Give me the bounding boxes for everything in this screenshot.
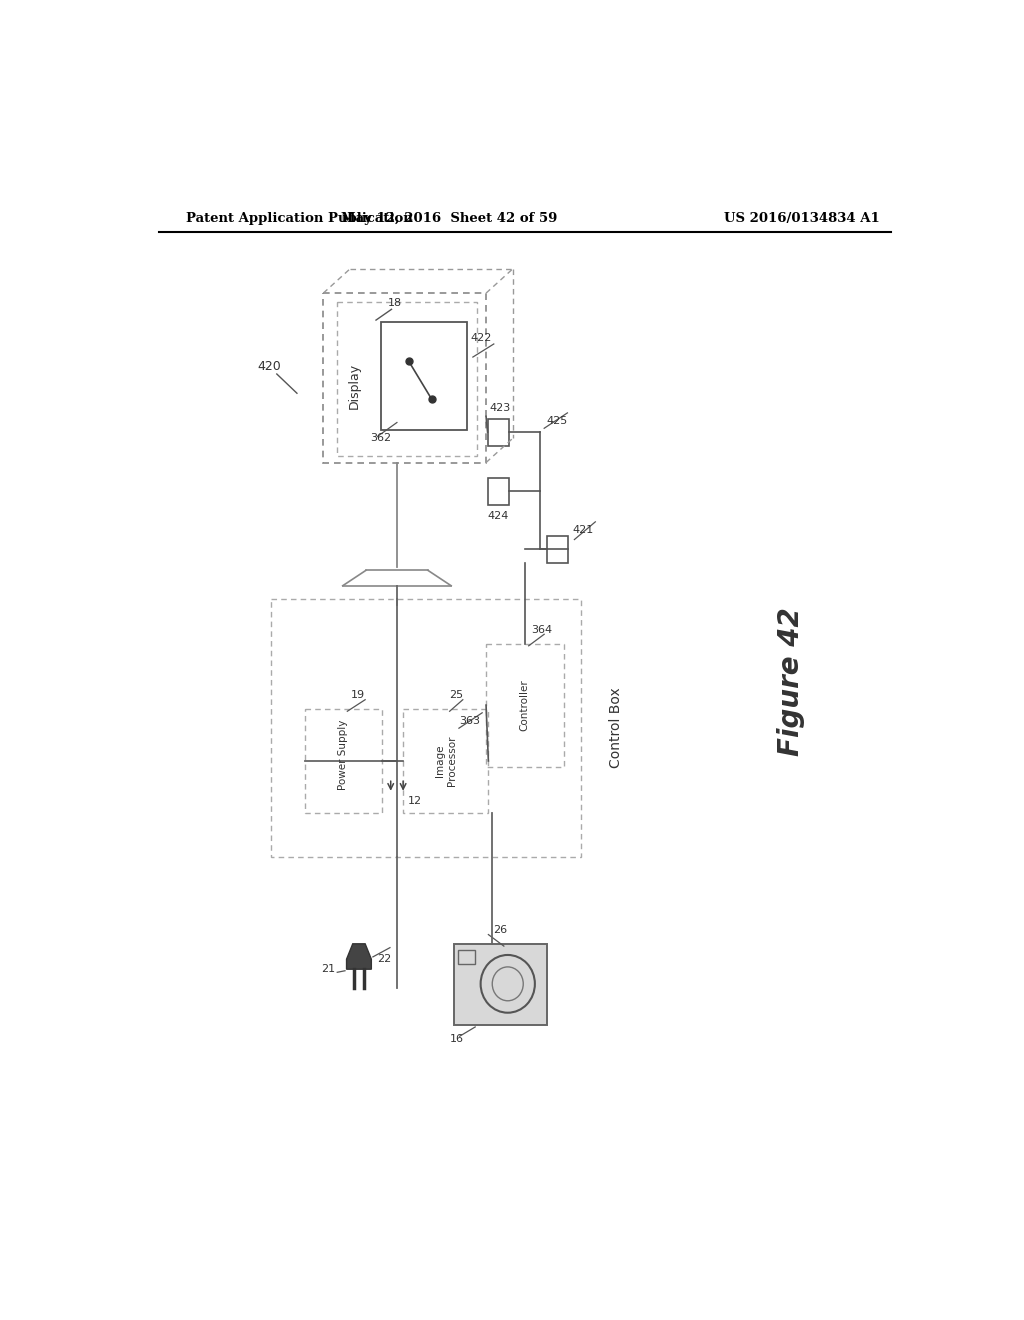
- Bar: [454, 944, 547, 1024]
- Text: 12: 12: [408, 796, 422, 807]
- Bar: [486, 644, 563, 767]
- Text: 424: 424: [487, 511, 509, 520]
- Text: 22: 22: [378, 954, 392, 964]
- Text: 21: 21: [322, 964, 336, 974]
- Text: May 12, 2016  Sheet 42 of 59: May 12, 2016 Sheet 42 of 59: [341, 213, 558, 224]
- Text: 420: 420: [257, 360, 281, 372]
- Text: Power Supply: Power Supply: [339, 719, 348, 789]
- Bar: [547, 536, 568, 562]
- Text: 18: 18: [388, 298, 401, 308]
- Text: Image
Processor: Image Processor: [435, 735, 457, 787]
- Text: 422: 422: [471, 333, 492, 343]
- Text: US 2016/0134834 A1: US 2016/0134834 A1: [724, 213, 880, 224]
- Text: 421: 421: [572, 524, 593, 535]
- Text: Patent Application Publication: Patent Application Publication: [186, 213, 413, 224]
- Text: 26: 26: [493, 925, 507, 935]
- Text: 16: 16: [450, 1034, 464, 1044]
- Text: 425: 425: [547, 416, 567, 425]
- Bar: [324, 293, 486, 462]
- Bar: [487, 478, 509, 506]
- Text: Display: Display: [348, 363, 360, 409]
- Text: 364: 364: [531, 624, 552, 635]
- Text: 362: 362: [370, 433, 391, 444]
- Text: Figure 42: Figure 42: [776, 607, 805, 756]
- Polygon shape: [346, 944, 372, 969]
- Text: Control Box: Control Box: [609, 688, 624, 768]
- Bar: [487, 418, 509, 446]
- Text: 19: 19: [351, 690, 366, 700]
- Text: 25: 25: [450, 690, 464, 700]
- Text: 423: 423: [489, 403, 511, 413]
- Bar: [271, 599, 582, 857]
- Bar: [305, 709, 382, 813]
- Bar: [381, 322, 467, 430]
- Bar: [337, 302, 477, 457]
- Bar: [403, 709, 488, 813]
- Text: Controller: Controller: [520, 680, 529, 731]
- Text: 363: 363: [459, 715, 480, 726]
- Bar: [458, 950, 475, 964]
